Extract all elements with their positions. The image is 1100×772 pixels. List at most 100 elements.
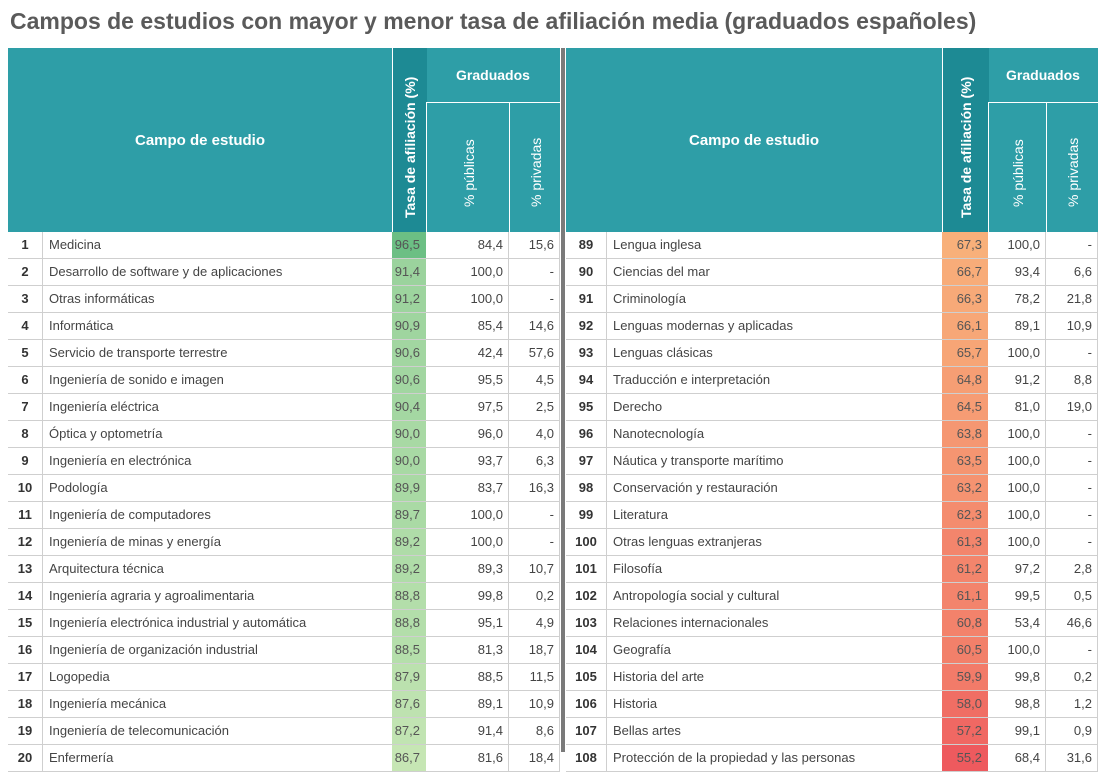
table-row: 97 Náutica y transporte marítimo 63,5 100,0… [566,448,1098,475]
publicas-cell: 85,4 [426,313,509,339]
header-privadas: % privadas [509,102,561,233]
table-row: 89 Lengua inglesa 67,3 100,0- [566,232,1098,259]
privadas-cell: 6,3 [509,448,560,474]
tasa-cell: 57,2 [942,718,988,744]
publicas-cell: 78,2 [988,286,1046,312]
publicas-cell: 97,5 [426,394,509,420]
header-publicas-label: % públicas [460,139,477,207]
rank-cell: 9 [8,448,43,474]
rank-cell: 15 [8,610,43,636]
page-title: Campos de estudios con mayor y menor tas… [10,8,977,34]
campo-cell: Ingeniería de minas y energía [42,529,400,555]
tasa-cell: 88,8 [392,610,426,636]
privadas-cell: - [1046,340,1098,366]
publicas-cell: 100,0 [426,259,509,285]
publicas-cell: 100,0 [988,637,1046,663]
publicas-cell: 100,0 [988,529,1046,555]
rank-cell: 104 [566,637,607,663]
rank-cell: 17 [8,664,43,690]
table-row: 10 Podología 89,9 83,7 16,3 [8,475,560,502]
rank-cell: 19 [8,718,43,744]
rank-cell: 92 [566,313,607,339]
privadas-cell: 6,6 [1046,259,1098,285]
privadas-cell: 0,2 [509,583,560,609]
table-row: 2 Desarrollo de software y de aplicacione… [8,259,560,286]
tasa-cell: 90,0 [392,448,426,474]
header-graduados: Graduados [456,67,530,83]
tasa-cell: 89,2 [392,556,426,582]
publicas-cell: 95,1 [426,610,509,636]
rank-cell: 11 [8,502,43,528]
publicas-cell: 100,0 [988,232,1046,258]
table-row: 107 Bellas artes 57,2 99,1 0,9 [566,718,1098,745]
privadas-cell: - [509,259,560,285]
table-row: 106 Historia 58,0 98,8 1,2 [566,691,1098,718]
privadas-cell: 8,8 [1046,367,1098,393]
publicas-cell: 42,4 [426,340,509,366]
rank-cell: 98 [566,475,607,501]
privadas-cell: - [1046,529,1098,555]
campo-cell: Ingeniería eléctrica [42,394,400,420]
privadas-cell: 4,9 [509,610,560,636]
tasa-cell: 67,3 [942,232,988,258]
privadas-cell: 46,6 [1046,610,1098,636]
rank-cell: 103 [566,610,607,636]
publicas-cell: 96,0 [426,421,509,447]
table-row: 104 Geografía 60,5 100,0- [566,637,1098,664]
campo-cell: Ingeniería electrónica industrial y auto… [42,610,400,636]
tasa-cell: 89,9 [392,475,426,501]
publicas-cell: 88,5 [426,664,509,690]
rank-cell: 97 [566,448,607,474]
campo-cell: Historia del arte [606,664,950,690]
privadas-cell: - [1046,448,1098,474]
privadas-cell: 10,9 [509,691,560,717]
publicas-cell: 84,4 [426,232,509,258]
table-body: 89 Lengua inglesa 67,3 100,0-90 Ciencias del… [566,232,1098,772]
campo-cell: Enfermería [42,745,400,771]
campo-cell: Medicina [42,232,400,258]
campo-cell: Literatura [606,502,950,528]
publicas-cell: 100,0 [426,529,509,555]
rank-cell: 89 [566,232,607,258]
campo-cell: Protección de la propiedad y las persona… [606,745,950,771]
campo-cell: Óptica y optometría [42,421,400,447]
tasa-cell: 91,4 [392,259,426,285]
privadas-cell: - [509,286,560,312]
publicas-cell: 83,7 [426,475,509,501]
rank-cell: 93 [566,340,607,366]
publicas-cell: 89,1 [988,313,1046,339]
publicas-cell: 81,3 [426,637,509,663]
rank-cell: 16 [8,637,43,663]
table-row: 11 Ingeniería de computadores 89,7 100,0- [8,502,560,529]
rank-cell: 107 [566,718,607,744]
campo-cell: Filosofía [606,556,950,582]
header-publicas: % públicas [988,102,1047,233]
table-row: 99 Literatura 62,3 100,0- [566,502,1098,529]
privadas-cell: - [1046,637,1098,663]
header-privadas-label: % privadas [1065,137,1081,207]
rank-cell: 100 [566,529,607,555]
campo-cell: Otras informáticas [42,286,400,312]
campo-cell: Nanotecnología [606,421,950,447]
header-campo: Campo de estudio [688,131,819,149]
publicas-cell: 100,0 [988,475,1046,501]
privadas-cell: 10,7 [509,556,560,582]
privadas-cell: 4,0 [509,421,560,447]
tasa-cell: 87,6 [392,691,426,717]
tasa-cell: 58,0 [942,691,988,717]
campo-cell: Náutica y transporte marítimo [606,448,950,474]
table-row: 17 Logopedia 87,9 88,5 11,5 [8,664,560,691]
rank-cell: 91 [566,286,607,312]
header-privadas: % privadas [1046,102,1099,233]
privadas-cell: 19,0 [1046,394,1098,420]
rank-cell: 95 [566,394,607,420]
rank-cell: 20 [8,745,43,771]
privadas-cell: - [1046,232,1098,258]
publicas-cell: 95,5 [426,367,509,393]
rank-cell: 96 [566,421,607,447]
table-row: 102 Antropología social y cultural 61,1 99,… [566,583,1098,610]
publicas-cell: 81,6 [426,745,509,771]
tasa-cell: 61,2 [942,556,988,582]
rank-cell: 3 [8,286,43,312]
privadas-cell: 4,5 [509,367,560,393]
